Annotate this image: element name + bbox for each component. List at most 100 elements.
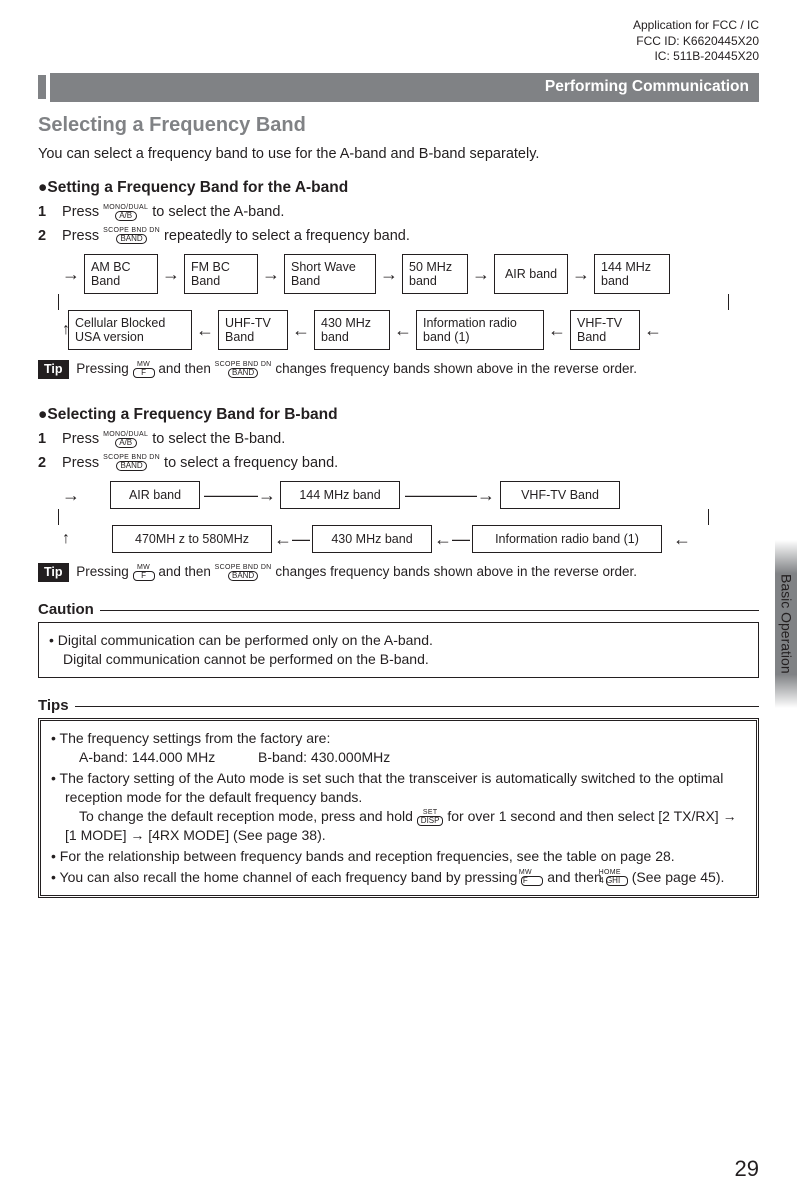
tips-item: For the relationship between frequency b… (51, 847, 746, 866)
key-f-icon: MWF (133, 564, 155, 581)
flow-node: 144 MHz band (594, 254, 670, 294)
intro-text: You can select a frequency band to use f… (38, 145, 759, 165)
arrow-right-icon: → (58, 481, 84, 509)
meta-line-2: FCC ID: K6620445X20 (38, 34, 759, 50)
arrow-right-icon: → (258, 254, 284, 294)
tips-item: The frequency settings from the factory … (51, 729, 746, 767)
key-ab-icon: MONO/DUALA/B (103, 431, 148, 448)
caution-item: Digital communication can be performed o… (49, 631, 748, 669)
banner-accent (38, 75, 46, 99)
key-f-icon: MWF (133, 361, 155, 378)
tip-text: changes frequency bands shown above in t… (275, 564, 637, 579)
arrow-left-icon: ← (192, 310, 218, 350)
meta-line-3: IC: 511B-20445X20 (38, 49, 759, 65)
flow-connector (58, 294, 68, 310)
key-band-icon: SCOPE BND DNBAND (103, 454, 160, 471)
arrow-right-icon: → (376, 254, 402, 294)
arrow-left-icon: ← (288, 310, 314, 350)
flow-node: FM BC Band (184, 254, 258, 294)
step-text-post: to select a frequency band. (164, 455, 338, 471)
rule-line (75, 706, 759, 707)
flow-node: VHF-TV Band (570, 310, 640, 350)
arrow-right-icon: ――――→ (400, 481, 500, 509)
section-banner: Performing Communication (38, 73, 759, 102)
section-b-step-2: 2 Press SCOPE BND DNBAND to select a fre… (38, 454, 759, 474)
tip-text: and then (158, 564, 214, 579)
step-text-pre: Press (62, 431, 103, 447)
flow-node: Cellular Blocked USA version (68, 310, 192, 350)
arrow-up-icon: ↑ (58, 525, 68, 553)
arrow-left-icon: ← (390, 310, 416, 350)
tip-text: Pressing (76, 564, 132, 579)
flow-connector (719, 294, 729, 310)
step-text-post: repeatedly to select a frequency band. (164, 228, 410, 244)
caution-box: Digital communication can be performed o… (38, 622, 759, 678)
rule-line (100, 610, 759, 611)
tip-text: and then (158, 361, 214, 376)
flow-node: Information radio band (1) (416, 310, 544, 350)
step-text-post: to select the A-band. (152, 204, 284, 220)
flow-node: 430 MHz band (314, 310, 390, 350)
key-band-icon: SCOPE BND DNBAND (215, 361, 272, 378)
flow-node: Information radio band (1) (472, 525, 662, 553)
section-a-step-2: 2 Press SCOPE BND DNBAND repeatedly to s… (38, 227, 759, 247)
flow-node: 430 MHz band (312, 525, 432, 553)
flow-node: Short Wave Band (284, 254, 376, 294)
section-a-step-1: 1 Press MONO/DUALA/B to select the A-ban… (38, 203, 759, 223)
step-text-pre: Press (62, 204, 103, 220)
arrow-left-icon: ← (640, 310, 682, 350)
band-flow-a: → AM BC Band → FM BC Band → Short Wave B… (58, 254, 759, 350)
step-number: 1 (38, 430, 58, 450)
section-b-step-1: 1 Press MONO/DUALA/B to select the B-ban… (38, 430, 759, 450)
page-title: Selecting a Frequency Band (38, 112, 759, 139)
side-tab: Basic Operation (775, 540, 797, 708)
key-disp-icon: SETDISP (417, 809, 444, 826)
step-text-pre: Press (62, 455, 103, 471)
tip-text: Pressing (76, 361, 132, 376)
step-number: 1 (38, 203, 58, 223)
arrow-right-icon: ―――→ (200, 481, 280, 509)
flow-node: UHF-TV Band (218, 310, 288, 350)
tips-box: The frequency settings from the factory … (38, 718, 759, 897)
arrow-left-icon: ←― (432, 525, 472, 553)
key-home-icon: HOME4 GHI (606, 869, 628, 886)
flow-node: 144 MHz band (280, 481, 400, 509)
arrow-right-icon: → (568, 254, 594, 294)
tip-b: Tip Pressing MWF and then SCOPE BND DNBA… (38, 563, 759, 582)
arrow-right-icon: → (58, 254, 84, 294)
page-number: 29 (735, 1154, 759, 1184)
tip-a: Tip Pressing MWF and then SCOPE BND DNBA… (38, 360, 759, 379)
flow-node: 470MH z to 580MHz (112, 525, 272, 553)
flow-node: 50 MHz band (402, 254, 468, 294)
flow-node: VHF-TV Band (500, 481, 620, 509)
tips-heading: Tips (38, 696, 759, 716)
arrow-left-icon: ← (544, 310, 570, 350)
tip-text: changes frequency bands shown above in t… (275, 361, 637, 376)
tips-item: You can also recall the home channel of … (51, 868, 746, 887)
flow-node: AIR band (494, 254, 568, 294)
key-f-icon: MWF (521, 869, 543, 886)
step-number: 2 (38, 227, 58, 247)
arrow-right-icon: → (158, 254, 184, 294)
arrow-left-icon: ← (662, 525, 702, 553)
application-header: Application for FCC / IC FCC ID: K662044… (38, 18, 759, 65)
banner-title: Performing Communication (50, 73, 759, 102)
flow-node: AM BC Band (84, 254, 158, 294)
key-band-icon: SCOPE BND DNBAND (103, 227, 160, 244)
tips-item: The factory setting of the Auto mode is … (51, 769, 746, 845)
meta-line-1: Application for FCC / IC (38, 18, 759, 34)
step-number: 2 (38, 454, 58, 474)
side-tab-label: Basic Operation (777, 574, 796, 674)
arrow-up-icon: ↑ (58, 310, 68, 350)
flow-connector (699, 509, 709, 525)
caution-heading: Caution (38, 600, 759, 620)
arrow-left-icon: ←― (272, 525, 312, 553)
tip-badge: Tip (38, 360, 69, 379)
step-text-pre: Press (62, 228, 103, 244)
key-ab-icon: MONO/DUALA/B (103, 204, 148, 221)
band-flow-b: → AIR band ―――→ 144 MHz band ――――→ VHF-T… (58, 481, 759, 553)
arrow-right-icon: → (468, 254, 494, 294)
step-text-post: to select the B-band. (152, 431, 285, 447)
flow-connector (58, 509, 68, 525)
key-band-icon: SCOPE BND DNBAND (215, 564, 272, 581)
